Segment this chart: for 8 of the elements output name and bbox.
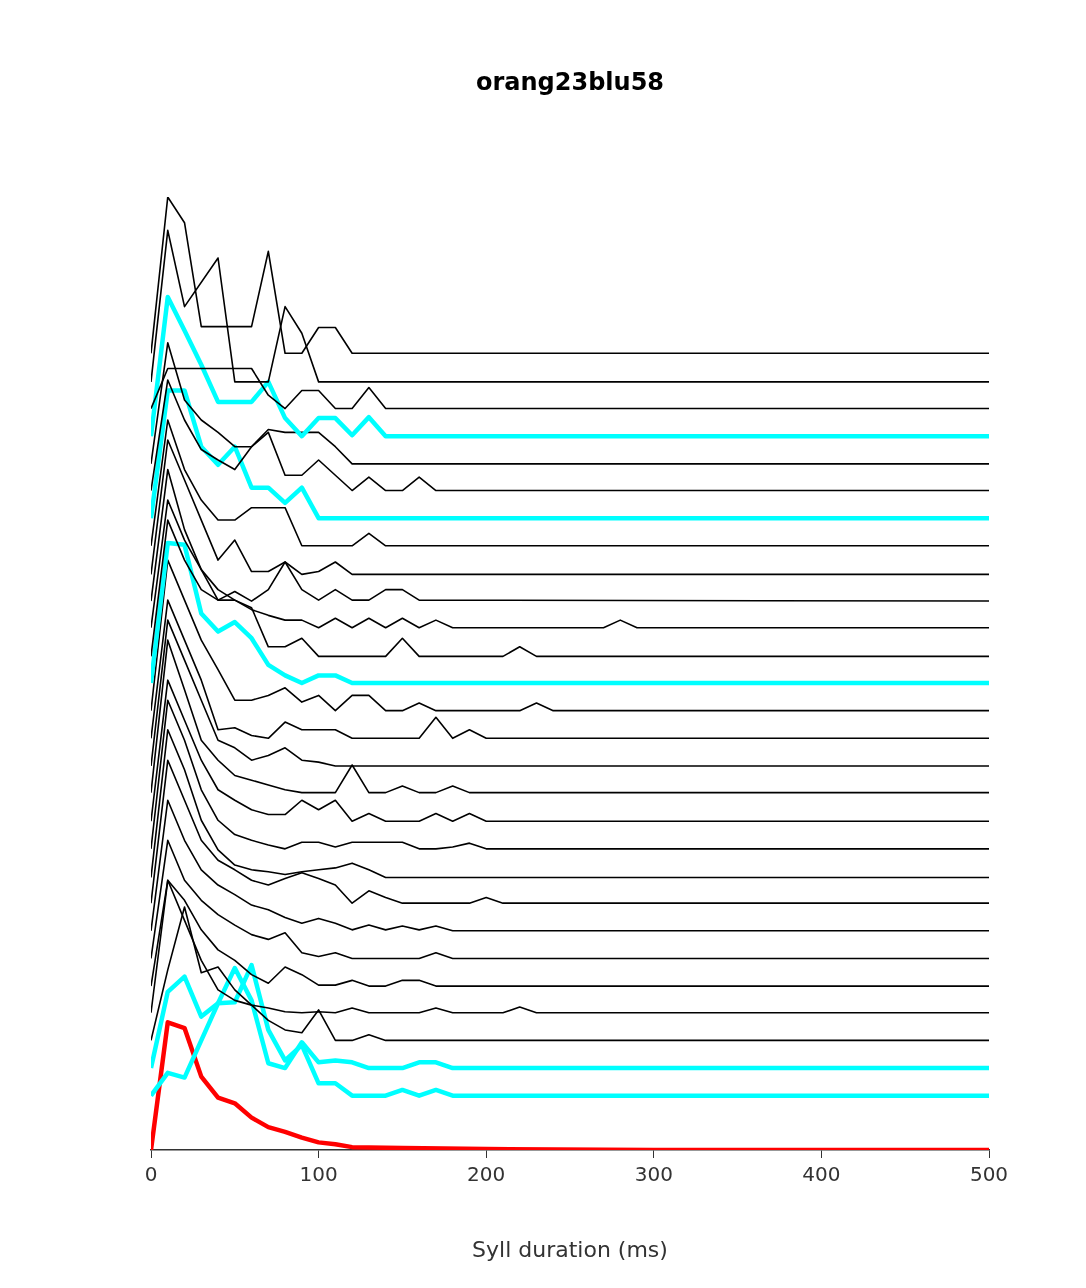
x-tick-label: 300 xyxy=(634,1162,673,1187)
x-tick-label: 400 xyxy=(802,1162,841,1187)
x-tick-label: 0 xyxy=(144,1162,158,1187)
chart-title: orang23blu58 xyxy=(474,68,666,96)
x-tick-label: 200 xyxy=(467,1162,506,1187)
x-tick-label: 500 xyxy=(969,1162,1009,1187)
x-axis-title: Syll duration (ms) xyxy=(472,1236,668,1262)
x-tick-label: 100 xyxy=(299,1162,338,1187)
